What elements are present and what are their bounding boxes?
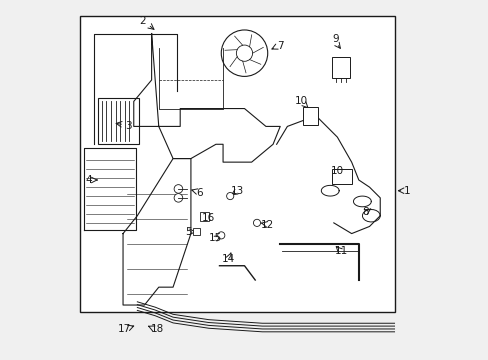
Text: 18: 18	[150, 324, 163, 334]
Text: 17: 17	[118, 324, 131, 334]
Text: 14: 14	[222, 254, 235, 264]
Circle shape	[174, 185, 183, 193]
Circle shape	[174, 194, 183, 202]
Bar	[200, 212, 208, 221]
Circle shape	[217, 232, 224, 239]
Text: 10: 10	[294, 96, 307, 107]
Bar	[80, 16, 394, 312]
Text: 5: 5	[185, 227, 191, 237]
Bar	[98, 98, 139, 144]
Text: 15: 15	[209, 233, 222, 243]
Text: 11: 11	[334, 247, 347, 256]
Text: 16: 16	[202, 212, 215, 222]
Text: 7: 7	[276, 41, 283, 51]
Text: 6: 6	[196, 188, 203, 198]
Text: 8: 8	[362, 207, 368, 217]
Text: 10: 10	[330, 166, 343, 176]
Circle shape	[226, 193, 233, 200]
Text: 1: 1	[403, 186, 409, 196]
Text: 3: 3	[125, 121, 131, 131]
Text: 12: 12	[261, 220, 274, 230]
Bar	[331, 169, 351, 184]
Circle shape	[253, 219, 260, 226]
Text: 2: 2	[139, 16, 146, 26]
Circle shape	[236, 45, 252, 61]
Text: 9: 9	[332, 34, 338, 44]
Bar	[192, 228, 200, 235]
Text: 4: 4	[85, 175, 92, 185]
Text: 13: 13	[230, 186, 244, 196]
Bar	[331, 57, 349, 78]
Bar	[303, 107, 317, 125]
Circle shape	[221, 30, 267, 76]
